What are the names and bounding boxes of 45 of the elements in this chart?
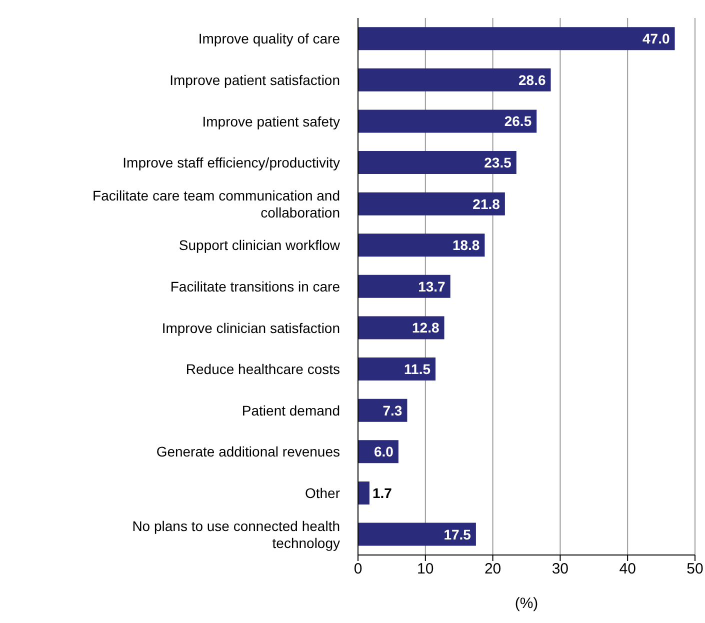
- bar: [358, 110, 537, 133]
- bar: [358, 274, 450, 298]
- y-tick-label: Improve staff efficiency/productivity: [122, 154, 340, 171]
- data-label: 47.0: [642, 30, 670, 47]
- data-label: 26.5: [504, 113, 532, 130]
- bar: [358, 234, 485, 257]
- bar: [358, 27, 675, 50]
- bar: [358, 398, 408, 422]
- bar: [358, 358, 436, 381]
- data-label: 13.7: [418, 278, 446, 294]
- data-label: 18.8: [452, 237, 480, 254]
- y-tick-label: Improve patient safety: [202, 113, 340, 130]
- y-tick-label: No plans to use connected health technology: [132, 518, 340, 551]
- x-tick-label: 30: [552, 560, 569, 578]
- data-label: 6.0: [374, 444, 394, 460]
- x-tick-label: 10: [417, 560, 434, 578]
- x-axis-title: (%): [514, 595, 538, 612]
- y-tick-label: Support clinician workflow: [178, 237, 341, 254]
- x-tick-label: 40: [619, 560, 636, 578]
- data-label: 1.7: [372, 484, 392, 501]
- bar: [358, 522, 476, 546]
- bar: [358, 481, 370, 504]
- data-label: 12.8: [412, 320, 440, 336]
- bar: [358, 316, 444, 340]
- bar: [358, 192, 505, 216]
- x-tick-label: 20: [484, 560, 502, 578]
- bar: [358, 151, 516, 174]
- y-tick-label: Patient demand: [242, 402, 340, 418]
- y-tick-label: Other: [304, 485, 340, 502]
- y-tick-label: Reduce healthcare costs: [186, 361, 340, 378]
- y-tick-label: Facilitate care team communication and collaboration: [92, 187, 340, 220]
- y-tick-label: Generate additional revenues: [156, 444, 340, 460]
- data-label: 23.5: [484, 154, 512, 171]
- y-tick-label: Improve clinician satisfaction: [162, 320, 340, 336]
- y-tick-label: Facilitate transitions in care: [170, 278, 340, 294]
- x-tick-label: 0: [354, 560, 362, 578]
- data-label: 21.8: [472, 196, 500, 212]
- x-tick-label: 50: [686, 560, 704, 578]
- data-label: 28.6: [518, 72, 546, 88]
- data-label: 17.5: [444, 526, 472, 542]
- y-tick-label: Improve patient satisfaction: [170, 72, 340, 88]
- data-label: 7.3: [382, 402, 402, 418]
- y-tick-label: Improve quality of care: [198, 30, 340, 47]
- bar: [358, 68, 551, 92]
- data-label: 11.5: [404, 361, 431, 378]
